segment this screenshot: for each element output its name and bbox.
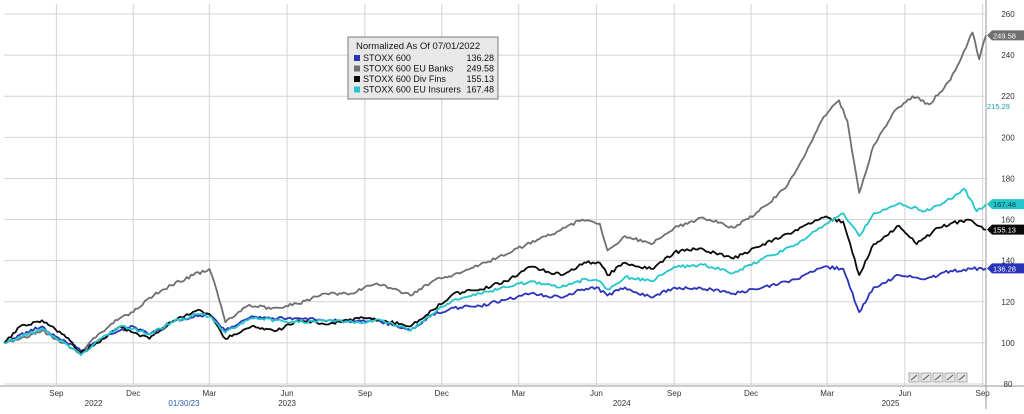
value-tag: 155.13 (987, 224, 1024, 235)
value-tag-label: 249.58 (993, 31, 1016, 40)
zoom-icon-glyph (910, 374, 918, 381)
y-axis: 80 100 120 140 160 180 200 220 240 260 (1001, 10, 1015, 389)
series-line-stoxx-600-eu-banks (3, 31, 987, 355)
x-tick-label: Jun (590, 389, 603, 398)
value-tag-shape (987, 199, 1024, 210)
value-tag-label: 167.48 (993, 200, 1016, 209)
chart-toolbar[interactable] (908, 372, 968, 383)
y-tick-label: 260 (1001, 10, 1015, 19)
value-tag-shape (987, 30, 1024, 41)
y-tick-label: 140 (1001, 257, 1015, 266)
x-year-label: 2022 (85, 399, 103, 408)
cursor-date-label: 01/30/23 (168, 399, 200, 408)
extra-value-label: 215.29 (987, 102, 1010, 111)
x-tick-label: Jun (898, 389, 911, 398)
legend-item-value: 249.58 (466, 64, 494, 74)
y-tick-label: 240 (1001, 51, 1015, 60)
value-tag-shape (987, 224, 1024, 235)
x-tick-label: Mar (820, 389, 834, 398)
legend-item-name[interactable]: STOXX 600 Div Fins (363, 74, 446, 84)
expand-icon-glyph (934, 374, 942, 381)
x-tick-label: Mar (512, 389, 526, 398)
legend-swatch (354, 65, 360, 72)
legend-item-name[interactable]: STOXX 600 EU Insurers (363, 85, 461, 95)
value-tag: 167.48 (987, 199, 1024, 210)
value-tag: 249.58 (987, 30, 1024, 41)
x-tick-label: Sep (358, 389, 373, 398)
x-year-label: 2025 (882, 399, 900, 408)
x-year-label: 2024 (613, 399, 631, 408)
series-layer (3, 31, 987, 357)
y-tick-label: 120 (1001, 298, 1015, 307)
legend-item-value: 136.28 (466, 53, 494, 63)
legend-item-value: 167.48 (466, 85, 494, 95)
x-tick-label: Dec (126, 389, 140, 398)
legend-swatch (354, 76, 360, 82)
value-tag-label: 136.28 (993, 264, 1016, 273)
y-tick-label: 80 (1004, 380, 1013, 389)
x-tick-label: Jun (281, 389, 294, 398)
value-tag-label: 155.13 (993, 226, 1016, 235)
y-tick-label: 100 (1001, 339, 1015, 348)
legend-box (347, 36, 499, 100)
fit-icon-glyph (922, 374, 930, 381)
y-tick-label: 160 (1001, 216, 1015, 225)
value-tag-shape (987, 263, 1024, 274)
last-value-tags: 136.28 249.58 155.13 167.48 215.29 (987, 30, 1024, 274)
y-tick-label: 200 (1001, 133, 1015, 142)
x-tick-label: Mar (202, 389, 216, 398)
legend-swatch (354, 86, 360, 93)
y-tick-label: 220 (1001, 92, 1015, 101)
value-tag: 136.28 (987, 263, 1024, 274)
x-tick-label: Dec (744, 389, 758, 398)
x-tick-label: Sep (667, 389, 682, 398)
x-tick-label: Sep (976, 389, 991, 398)
x-year-label: 2023 (278, 399, 296, 408)
settings-icon-glyph (958, 374, 966, 381)
legend-swatch (354, 55, 360, 61)
legend-header: Normalized As Of 07/01/2022 (356, 41, 480, 52)
y-tick-label: 180 (1001, 174, 1015, 183)
legend-item-name[interactable]: STOXX 600 EU Banks (363, 64, 454, 74)
x-tick-label: Dec (435, 389, 449, 398)
series-line-stoxx-600-eu-insurers (3, 187, 987, 357)
x-axis: Sep Dec Mar Jun Sep Dec Mar Jun Sep Dec Mar Jun Sep 2… (49, 389, 990, 408)
pan-icon-glyph (946, 374, 954, 381)
legend-item-value: 155.13 (466, 74, 494, 84)
legend-item-name[interactable]: STOXX 600 (363, 53, 411, 63)
x-tick-label: Sep (49, 389, 64, 398)
